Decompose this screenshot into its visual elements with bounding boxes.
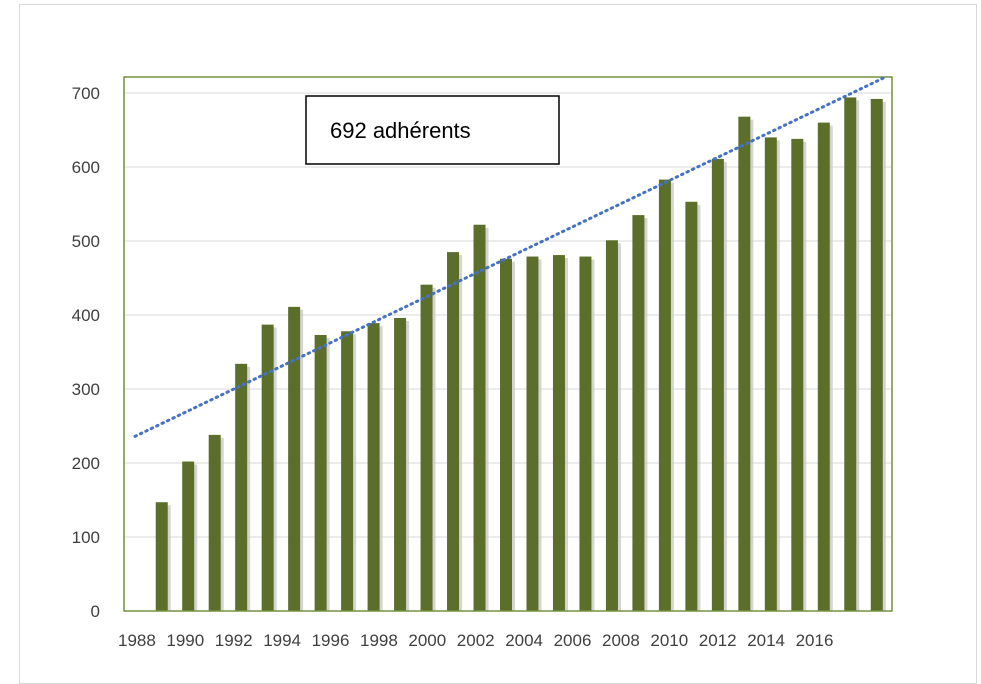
x-tick-label: 1994 — [263, 631, 301, 650]
y-axis-tick-labels: 0 100 200 300 400 500 600 700 — [72, 84, 100, 621]
bar-1999 — [420, 284, 433, 611]
bar-2007 — [632, 215, 645, 611]
bar-1997 — [367, 323, 380, 611]
y-tick-label: 600 — [72, 158, 100, 177]
x-tick-label: 2010 — [650, 631, 688, 650]
bar-1991 — [208, 434, 221, 611]
x-tick-label: 2012 — [699, 631, 737, 650]
bar-2015 — [844, 97, 857, 611]
x-tick-label: 2004 — [505, 631, 543, 650]
bar-2006 — [605, 240, 618, 611]
bar-2000 — [447, 252, 460, 611]
bar-2001 — [473, 224, 486, 611]
bar-2012 — [764, 137, 777, 611]
y-tick-label: 700 — [72, 84, 100, 103]
x-tick-label: 2014 — [747, 631, 785, 650]
bars — [155, 97, 883, 612]
bar-2002 — [500, 258, 512, 611]
bar-2004 — [552, 255, 565, 611]
bar-2010 — [711, 158, 724, 612]
gridlines — [124, 92, 892, 538]
x-tick-label: 2016 — [796, 631, 834, 650]
trendline — [133, 76, 885, 438]
x-tick-label: 1988 — [118, 631, 156, 650]
x-tick-label: 2002 — [457, 631, 495, 650]
annotation-box: 692 adhérents — [305, 95, 560, 165]
y-tick-label: 500 — [72, 232, 100, 251]
bar-1995 — [314, 334, 327, 611]
x-tick-label: 1998 — [360, 631, 398, 650]
x-tick-label: 1990 — [166, 631, 204, 650]
bar-1994 — [288, 306, 301, 611]
bar-1996 — [341, 331, 354, 611]
plot-area-border — [123, 76, 893, 612]
x-tick-label: 2000 — [408, 631, 446, 650]
bar-2013 — [791, 138, 804, 611]
bar-1992 — [235, 363, 248, 611]
bar-2005 — [579, 256, 592, 611]
bar-2014 — [817, 122, 830, 611]
bar-2016 — [870, 98, 883, 612]
x-tick-label: 1992 — [215, 631, 253, 650]
annotation-box-border — [305, 95, 560, 165]
x-tick-label: 2006 — [554, 631, 592, 650]
x-axis-tick-labels: 1988 1990 1992 1994 1996 1998 2000 2002 2004 2006… — [118, 631, 833, 650]
y-tick-label: 400 — [72, 306, 100, 325]
annotation-text: 692 adhérents — [330, 118, 471, 143]
bar-1990 — [182, 461, 195, 611]
bar-1998 — [394, 317, 407, 611]
bar-2003 — [526, 256, 539, 611]
x-tick-label: 2008 — [602, 631, 640, 650]
bar-1993 — [261, 324, 274, 611]
y-tick-label: 100 — [72, 528, 100, 547]
y-tick-label: 0 — [91, 602, 100, 621]
y-tick-label: 300 — [72, 380, 100, 399]
y-tick-label: 200 — [72, 454, 100, 473]
bar-1989 — [155, 502, 168, 611]
bar-2011 — [738, 116, 751, 612]
bar-2009 — [685, 201, 698, 611]
bar-2008 — [658, 179, 671, 611]
x-tick-label: 1996 — [312, 631, 350, 650]
